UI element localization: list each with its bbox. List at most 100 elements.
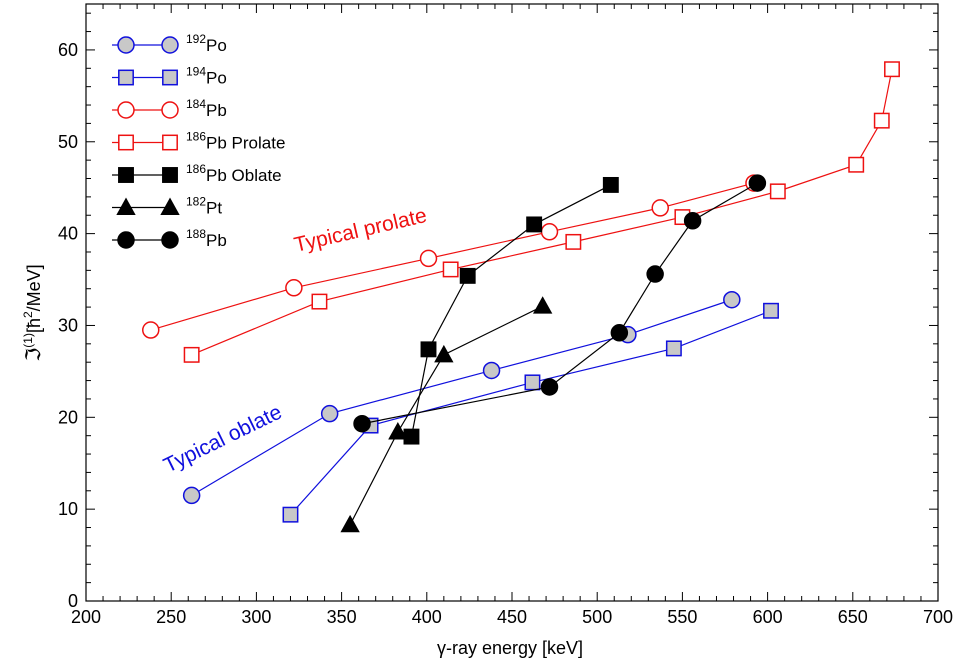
legend-name: Po	[206, 36, 227, 55]
series-line	[349, 305, 543, 526]
legend-mass: 186	[186, 162, 206, 176]
data-point	[683, 212, 702, 230]
legend-item: 192Po	[112, 32, 227, 55]
data-point	[665, 340, 682, 357]
data-point	[848, 156, 865, 173]
legend-name: Pb	[206, 101, 227, 120]
y-axis-label: ℑ(1)[ħ2/MeV]	[21, 264, 45, 361]
data-point	[388, 422, 408, 440]
y-tick-label: 40	[58, 224, 78, 244]
legend-mass: 192	[186, 32, 206, 46]
data-point	[320, 404, 339, 423]
data-point	[459, 267, 476, 284]
data-point	[610, 324, 629, 342]
data-point	[353, 414, 371, 433]
series-182-pt	[340, 296, 553, 533]
legend-marker	[160, 197, 180, 215]
legend-item: 194Po	[112, 65, 227, 88]
data-point	[723, 290, 741, 309]
data-point	[540, 378, 559, 396]
data-point	[340, 514, 360, 533]
data-point	[285, 279, 303, 297]
legend-marker	[161, 101, 179, 119]
data-point	[420, 341, 437, 358]
legend-marker	[118, 134, 134, 151]
y-axis-label-unit-close: /MeV]	[24, 264, 44, 311]
legend-marker	[118, 167, 134, 183]
data-point	[646, 265, 664, 283]
series-192-po	[182, 290, 741, 505]
series-line	[290, 310, 772, 516]
data-point	[182, 486, 201, 505]
data-point	[442, 261, 459, 278]
y-axis-label-hbar: ħ	[24, 318, 44, 328]
legend-marker	[117, 101, 135, 119]
y-tick-label: 20	[58, 407, 78, 427]
x-tick-label: 300	[241, 607, 271, 627]
x-tick-label: 500	[582, 607, 612, 627]
legend-name: Pb	[206, 231, 227, 250]
y-tick-label: 60	[58, 40, 78, 60]
legend-item: 184Pb	[112, 97, 227, 120]
data-point	[602, 176, 619, 193]
data-point	[524, 374, 541, 391]
y-axis-label-symbol: ℑ	[23, 348, 45, 362]
legend-mass: 194	[186, 65, 206, 79]
data-point	[540, 223, 559, 241]
legend-item: 182Pt	[112, 195, 222, 218]
legend-label: 186Pb Oblate	[186, 162, 282, 185]
x-axis-label: γ-ray energy [keV]	[437, 638, 583, 658]
legend-item: 188Pb	[112, 227, 227, 250]
y-tick-label: 50	[58, 132, 78, 152]
series-186-pb-oblate	[403, 176, 619, 445]
x-tick-label: 200	[71, 607, 101, 627]
legend-marker	[162, 167, 178, 183]
data-point	[142, 321, 160, 339]
legend-marker	[117, 231, 135, 249]
svg-text:ℑ(1)[ħ2/MeV]: ℑ(1)[ħ2/MeV]	[21, 264, 45, 361]
y-tick-label: 0	[68, 591, 78, 611]
legend-label: 182Pt	[186, 195, 222, 218]
legend-name: Pb	[206, 166, 227, 185]
data-point	[282, 506, 299, 523]
legend-marker	[162, 69, 178, 86]
series-line	[410, 184, 612, 437]
x-tick-label: 700	[923, 607, 953, 627]
data-point	[532, 296, 553, 314]
legend-marker	[118, 69, 134, 86]
data-point	[311, 293, 328, 310]
data-point	[482, 361, 501, 380]
series-184-pb	[142, 174, 763, 339]
legend-name: Po	[206, 69, 227, 88]
x-tick-label: 350	[327, 607, 357, 627]
axes: 200 250 300 350 400 450 500 550 600 650 700 0 10 20 30…	[58, 3, 953, 627]
legend-mass: 188	[186, 227, 206, 241]
series-186-pb-prolate	[183, 61, 900, 363]
legend-label: 188Pb	[186, 227, 227, 250]
series-line	[150, 182, 755, 331]
data-point	[403, 428, 420, 445]
legend-mass: 186	[186, 130, 206, 144]
legend-item: 186Pb Oblate	[112, 162, 282, 185]
data-point	[884, 61, 900, 78]
y-axis-label-unit-open: [	[24, 328, 44, 333]
legend-marker	[116, 197, 136, 215]
legend-marker	[161, 36, 179, 54]
x-tick-label: 250	[156, 607, 186, 627]
annotation-label: Typical oblate	[160, 401, 286, 478]
legend-suffix: Oblate	[227, 166, 282, 185]
legend-name: Pt	[206, 199, 222, 218]
legend-label: 184Pb	[186, 97, 227, 120]
annotation-label: Typical prolate	[292, 204, 429, 257]
data-point	[565, 233, 582, 250]
data-point	[434, 344, 454, 363]
x-tick-label: 450	[497, 607, 527, 627]
y-axis-label-unit-power: 2	[21, 311, 35, 318]
x-tick-label: 650	[838, 607, 868, 627]
legend-mass: 182	[186, 195, 206, 209]
legend-label: 186Pb Prolate	[186, 130, 285, 153]
plot-frame	[85, 3, 939, 602]
y-tick-label: 10	[58, 499, 78, 519]
